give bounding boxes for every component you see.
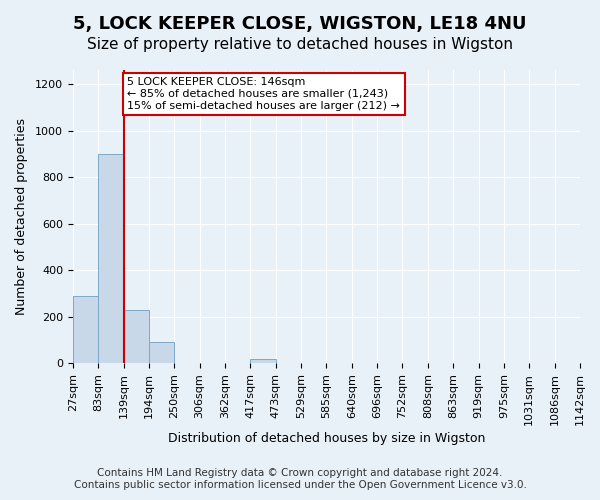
Bar (73, 296, 98, 364)
Y-axis label: Number of detached properties: Number of detached properties (15, 118, 28, 315)
Bar (250, 359, 275, 364)
Bar (149, 342, 174, 363)
Bar (124, 310, 149, 364)
X-axis label: Distribution of detached houses by size in Wigston: Distribution of detached houses by size … (168, 432, 485, 445)
Bar (98, 154, 124, 364)
Text: Contains HM Land Registry data © Crown copyright and database right 2024.
Contai: Contains HM Land Registry data © Crown c… (74, 468, 526, 490)
Text: 5, LOCK KEEPER CLOSE, WIGSTON, LE18 4NU: 5, LOCK KEEPER CLOSE, WIGSTON, LE18 4NU (73, 15, 527, 33)
Text: 5 LOCK KEEPER CLOSE: 146sqm
← 85% of detached houses are smaller (1,243)
15% of : 5 LOCK KEEPER CLOSE: 146sqm ← 85% of det… (127, 78, 400, 110)
Text: Size of property relative to detached houses in Wigston: Size of property relative to detached ho… (87, 38, 513, 52)
